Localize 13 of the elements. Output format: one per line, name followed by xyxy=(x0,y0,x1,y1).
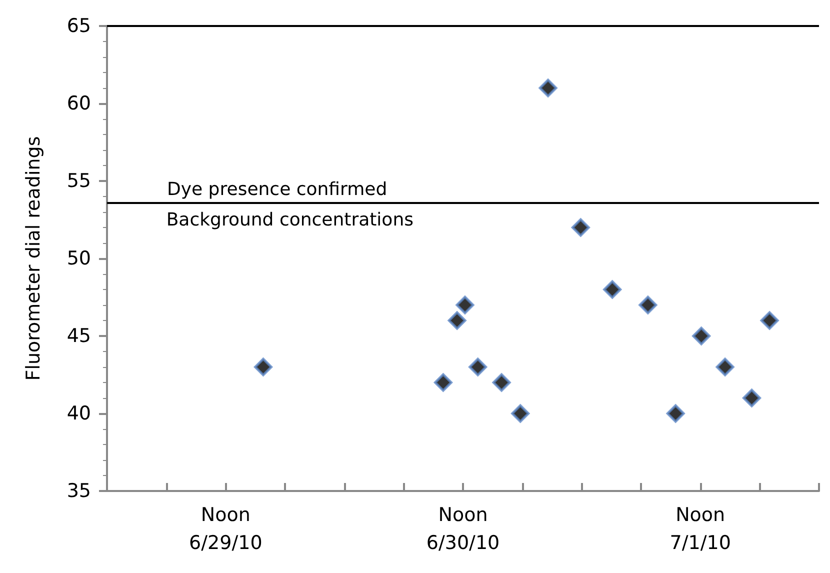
x-tick-label: Noon 7/1/10 xyxy=(670,504,731,554)
y-tick-label: 45 xyxy=(66,325,91,347)
y-tick-label: 40 xyxy=(66,402,91,424)
annotation: Background concentrations xyxy=(166,210,414,231)
x-tick-label: Noon 6/29/10 xyxy=(189,504,262,554)
x-tick-label: Noon 6/30/10 xyxy=(426,504,500,554)
y-tick-label: 60 xyxy=(66,92,91,114)
y-tick-label: 65 xyxy=(66,15,91,37)
y-tick-label: 50 xyxy=(66,248,91,270)
ref-line-label: Dye presence confirmed xyxy=(167,179,388,200)
y-axis-title: Fluorometer dial readings xyxy=(22,136,44,381)
y-tick-label: 35 xyxy=(66,480,91,502)
y-tick-label: 55 xyxy=(66,170,91,192)
